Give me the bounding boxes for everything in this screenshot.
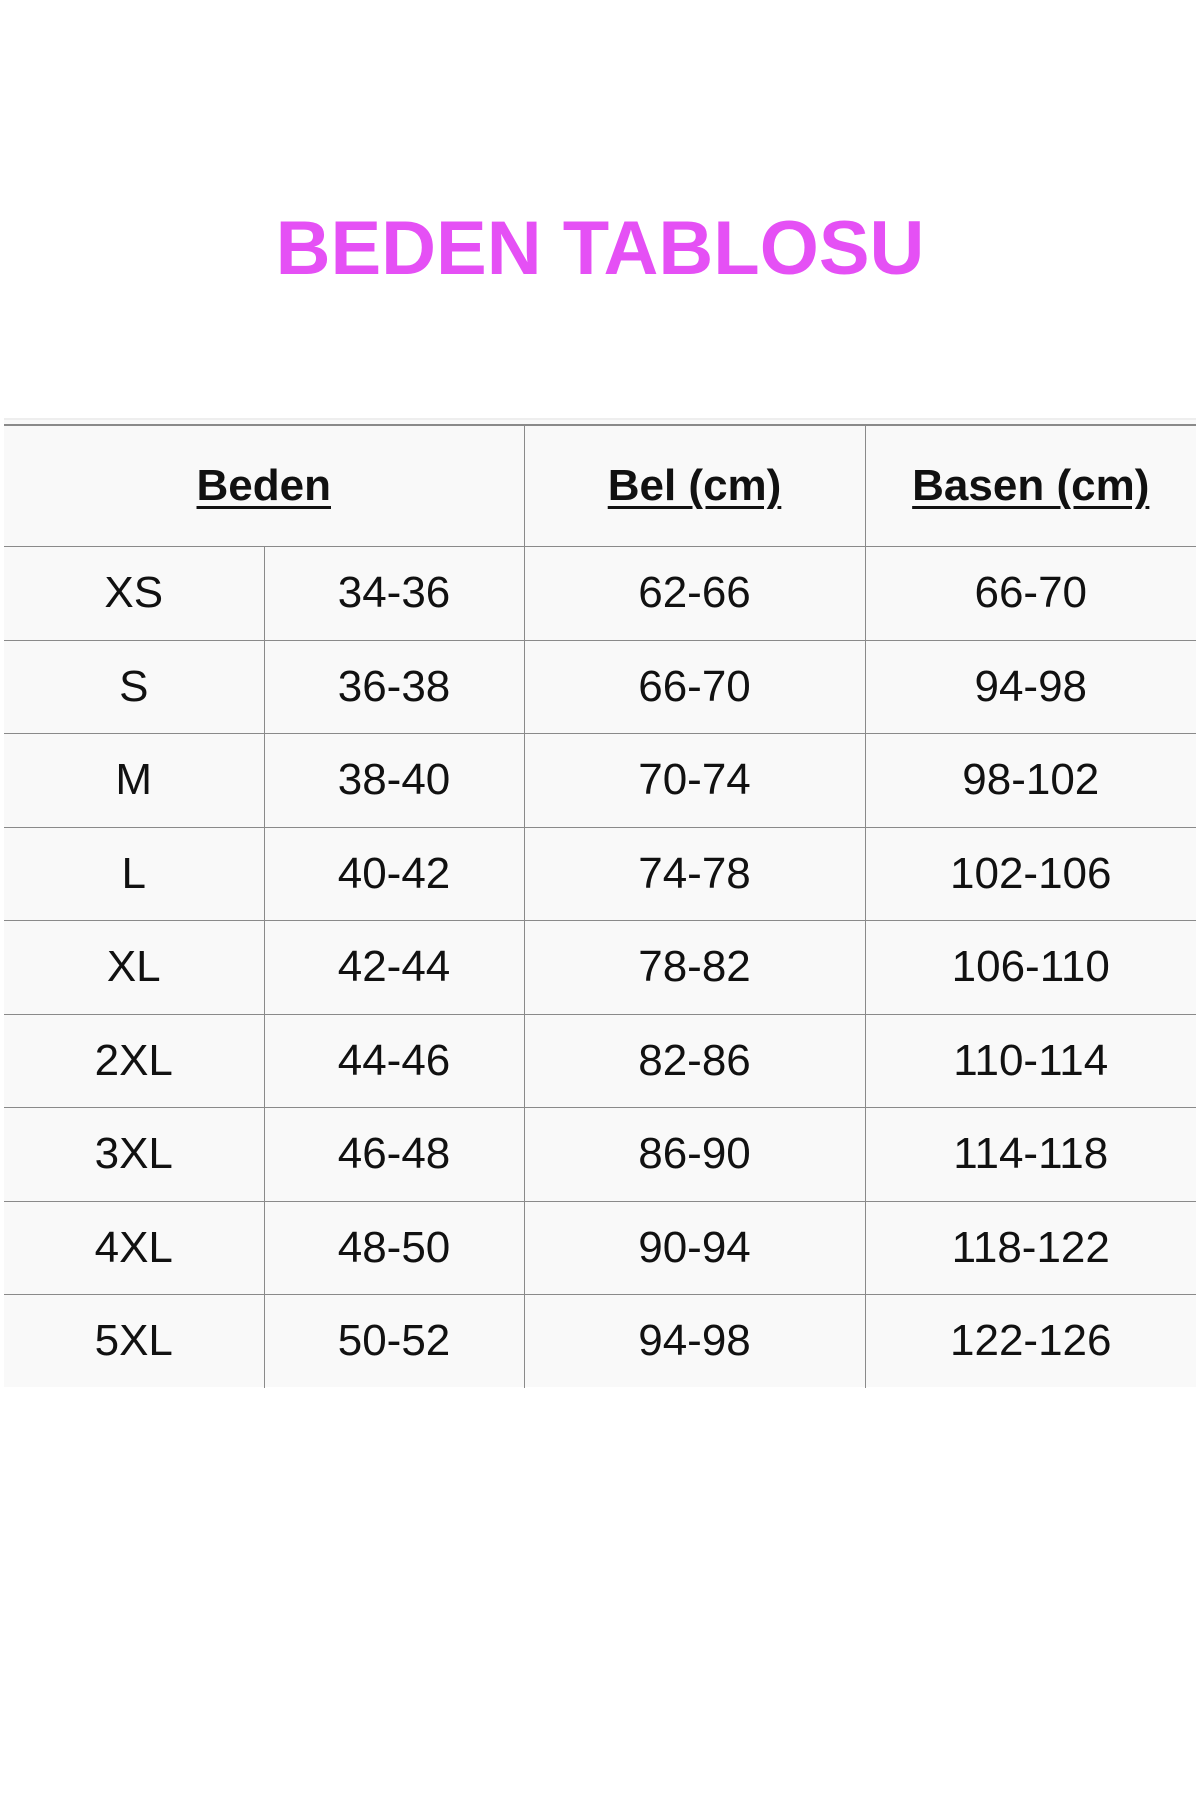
size-table-container: Beden Bel (cm) Basen (cm) XS 34-36 62-66 66…	[4, 418, 1196, 1388]
size-number-cell: 34-36	[263, 546, 525, 641]
header-basen: Basen (cm)	[864, 424, 1196, 547]
size-cell: L	[4, 826, 265, 921]
size-number-cell: 38-40	[263, 733, 525, 828]
hip-cell: 102-106	[864, 826, 1196, 921]
table-row: XS 34-36 62-66 66-70	[4, 546, 1196, 641]
hip-cell: 66-70	[864, 546, 1196, 641]
table-row: 4XL 48-50 90-94 118-122	[4, 1200, 1196, 1295]
hip-cell: 106-110	[864, 920, 1196, 1015]
hip-cell: 122-126	[864, 1294, 1196, 1388]
hip-cell: 98-102	[864, 733, 1196, 828]
size-cell: 5XL	[4, 1294, 265, 1388]
table-header-row: Beden Bel (cm) Basen (cm)	[4, 424, 1196, 547]
waist-cell: 74-78	[523, 826, 866, 921]
waist-cell: 62-66	[523, 546, 866, 641]
size-cell: 4XL	[4, 1200, 265, 1295]
table-row: 2XL 44-46 82-86 110-114	[4, 1013, 1196, 1108]
header-bel: Bel (cm)	[523, 424, 866, 547]
waist-cell: 78-82	[523, 920, 866, 1015]
hip-cell: 110-114	[864, 1013, 1196, 1108]
size-cell: 3XL	[4, 1107, 265, 1202]
size-cell: S	[4, 639, 265, 734]
size-number-cell: 40-42	[263, 826, 525, 921]
size-number-cell: 46-48	[263, 1107, 525, 1202]
table-row: 3XL 46-48 86-90 114-118	[4, 1107, 1196, 1202]
size-cell: 2XL	[4, 1013, 265, 1108]
size-cell: XS	[4, 546, 265, 641]
waist-cell: 94-98	[523, 1294, 866, 1388]
waist-cell: 90-94	[523, 1200, 866, 1295]
waist-cell: 66-70	[523, 639, 866, 734]
size-number-cell: 44-46	[263, 1013, 525, 1108]
page-title: BEDEN TABLOSU	[275, 206, 925, 291]
table-row: S 36-38 66-70 94-98	[4, 639, 1196, 734]
hip-cell: 94-98	[864, 639, 1196, 734]
table-row: M 38-40 70-74 98-102	[4, 733, 1196, 828]
hip-cell: 114-118	[864, 1107, 1196, 1202]
header-beden: Beden	[4, 424, 525, 547]
waist-cell: 86-90	[523, 1107, 866, 1202]
size-number-cell: 42-44	[263, 920, 525, 1015]
size-cell: XL	[4, 920, 265, 1015]
waist-cell: 82-86	[523, 1013, 866, 1108]
waist-cell: 70-74	[523, 733, 866, 828]
table-row: L 40-42 74-78 102-106	[4, 826, 1196, 921]
hip-cell: 118-122	[864, 1200, 1196, 1295]
size-cell: M	[4, 733, 265, 828]
table-row: XL 42-44 78-82 106-110	[4, 920, 1196, 1015]
size-table: Beden Bel (cm) Basen (cm) XS 34-36 62-66 66…	[4, 424, 1196, 1388]
size-number-cell: 50-52	[263, 1294, 525, 1388]
size-number-cell: 48-50	[263, 1200, 525, 1295]
size-number-cell: 36-38	[263, 639, 525, 734]
table-row: 5XL 50-52 94-98 122-126	[4, 1294, 1196, 1388]
